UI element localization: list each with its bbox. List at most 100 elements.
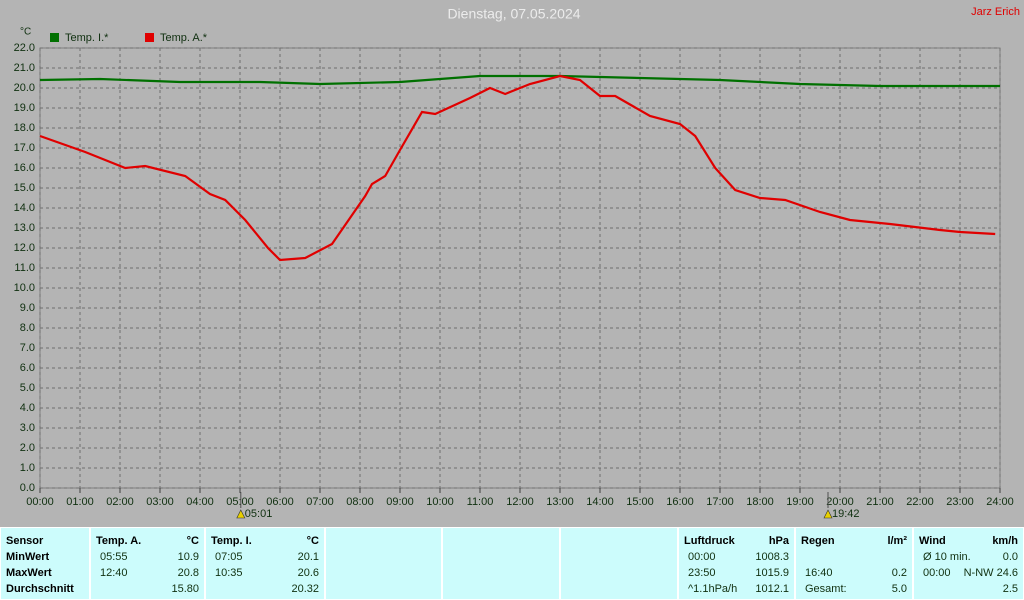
table-cell: 10.9 bbox=[178, 551, 199, 563]
y-tick-label: 11.0 bbox=[14, 262, 35, 274]
table-cell: 20.32 bbox=[291, 583, 319, 595]
table-cell: 16:40 bbox=[805, 567, 833, 579]
table-cell: 23:50 bbox=[688, 567, 716, 579]
x-tick-label: 09:00 bbox=[386, 496, 414, 508]
legend-label: Temp. I.* bbox=[65, 32, 109, 44]
x-tick-label: 20:00 bbox=[826, 496, 854, 508]
y-tick-label: 0.0 bbox=[20, 482, 35, 494]
y-tick-label: 16.0 bbox=[14, 162, 35, 174]
author: Jarz Erich bbox=[971, 6, 1020, 18]
table-cell: MinWert bbox=[6, 551, 50, 563]
x-tick-label: 15:00 bbox=[626, 496, 654, 508]
table-cell: 00:00 bbox=[923, 567, 951, 579]
table-cell: Regen bbox=[801, 535, 835, 547]
x-tick-label: 16:00 bbox=[666, 496, 694, 508]
sun-time: 05:01 bbox=[245, 508, 273, 520]
table-cell: 0.0 bbox=[1003, 551, 1018, 563]
table-cell: Sensor bbox=[6, 535, 44, 547]
y-tick-label: 17.0 bbox=[14, 142, 35, 154]
table-cell: N-NW 24.6 bbox=[964, 567, 1018, 579]
table-cell: 10:35 bbox=[215, 567, 243, 579]
legend-swatch bbox=[145, 33, 154, 42]
x-tick-label: 22:00 bbox=[906, 496, 934, 508]
x-tick-label: 07:00 bbox=[306, 496, 334, 508]
y-tick-label: 13.0 bbox=[14, 222, 35, 234]
table-cell: 1008.3 bbox=[755, 551, 789, 563]
table-cell: MaxWert bbox=[6, 567, 52, 579]
table-cell: 0.2 bbox=[892, 567, 907, 579]
table-cell: 20.6 bbox=[298, 567, 319, 579]
table-cell: Temp. A. bbox=[96, 535, 141, 547]
y-tick-label: 12.0 bbox=[14, 242, 35, 254]
y-tick-label: 5.0 bbox=[20, 382, 35, 394]
table-cell: l/m² bbox=[887, 535, 907, 547]
y-tick-label: 18.0 bbox=[14, 122, 35, 134]
sun-time: 19:42 bbox=[832, 508, 860, 520]
x-tick-label: 04:00 bbox=[186, 496, 214, 508]
sun-icon bbox=[823, 509, 833, 519]
y-tick-label: 20.0 bbox=[14, 82, 35, 94]
y-tick-label: 4.0 bbox=[20, 402, 35, 414]
legend-swatch bbox=[50, 33, 59, 42]
x-tick-label: 06:00 bbox=[266, 496, 294, 508]
x-tick-label: 21:00 bbox=[866, 496, 894, 508]
table-cell: 1012.1 bbox=[755, 583, 789, 595]
table-cell: Wind bbox=[919, 535, 946, 547]
table-cell: 1015.9 bbox=[755, 567, 789, 579]
x-tick-label: 01:00 bbox=[66, 496, 94, 508]
table-cell: km/h bbox=[992, 535, 1018, 547]
table-cell: °C bbox=[187, 535, 199, 547]
table-cell: Durchschnitt bbox=[6, 583, 74, 595]
table-cell: 20.8 bbox=[178, 567, 199, 579]
y-tick-label: 7.0 bbox=[20, 342, 35, 354]
y-tick-label: 2.0 bbox=[20, 442, 35, 454]
y-tick-label: 3.0 bbox=[20, 422, 35, 434]
x-tick-label: 05:00 bbox=[226, 496, 254, 508]
table-cell: Gesamt: bbox=[805, 583, 847, 595]
x-tick-label: 12:00 bbox=[506, 496, 534, 508]
y-tick-label: 1.0 bbox=[20, 462, 35, 474]
chart-title: Dienstag, 07.05.2024 bbox=[447, 6, 580, 22]
table-cell: 12:40 bbox=[100, 567, 128, 579]
table-cell: Ø 10 min. bbox=[923, 551, 971, 563]
y-tick-label: 8.0 bbox=[20, 322, 35, 334]
table-background bbox=[0, 527, 1024, 600]
y-tick-label: 15.0 bbox=[14, 182, 35, 194]
table-cell: 05:55 bbox=[100, 551, 128, 563]
table-cell: 07:05 bbox=[215, 551, 243, 563]
sun-icon bbox=[236, 509, 246, 519]
table-cell: 00:00 bbox=[688, 551, 716, 563]
y-tick-label: 22.0 bbox=[14, 42, 35, 54]
x-tick-label: 18:00 bbox=[746, 496, 774, 508]
table-cell: 15.80 bbox=[171, 583, 199, 595]
data-line bbox=[39, 74, 996, 262]
table-cell: 20.1 bbox=[298, 551, 319, 563]
x-tick-label: 24:00 bbox=[986, 496, 1014, 508]
x-tick-label: 13:00 bbox=[546, 496, 574, 508]
x-tick-label: 19:00 bbox=[786, 496, 814, 508]
y-tick-label: 21.0 bbox=[14, 62, 35, 74]
table-cell: 5.0 bbox=[892, 583, 907, 595]
y-tick-label: 9.0 bbox=[20, 302, 35, 314]
y-tick-label: 6.0 bbox=[20, 362, 35, 374]
y-tick-label: 10.0 bbox=[14, 282, 35, 294]
data-line bbox=[39, 74, 1000, 88]
x-tick-label: 23:00 bbox=[946, 496, 974, 508]
y-tick-label: 14.0 bbox=[14, 202, 35, 214]
table-cell: 2.5 bbox=[1003, 583, 1018, 595]
x-tick-label: 03:00 bbox=[146, 496, 174, 508]
table-cell: Luftdruck bbox=[684, 535, 736, 547]
x-tick-label: 14:00 bbox=[586, 496, 614, 508]
x-tick-label: 11:00 bbox=[467, 496, 494, 508]
table-cell: hPa bbox=[769, 535, 790, 547]
x-tick-label: 17:00 bbox=[706, 496, 734, 508]
x-tick-label: 00:00 bbox=[26, 496, 54, 508]
x-tick-label: 02:00 bbox=[106, 496, 134, 508]
table-cell: ^1.1hPa/h bbox=[688, 583, 737, 595]
x-tick-label: 10:00 bbox=[426, 496, 454, 508]
x-tick-label: 08:00 bbox=[346, 496, 374, 508]
y-axis-label: °C bbox=[20, 27, 31, 38]
table-cell: °C bbox=[307, 535, 319, 547]
